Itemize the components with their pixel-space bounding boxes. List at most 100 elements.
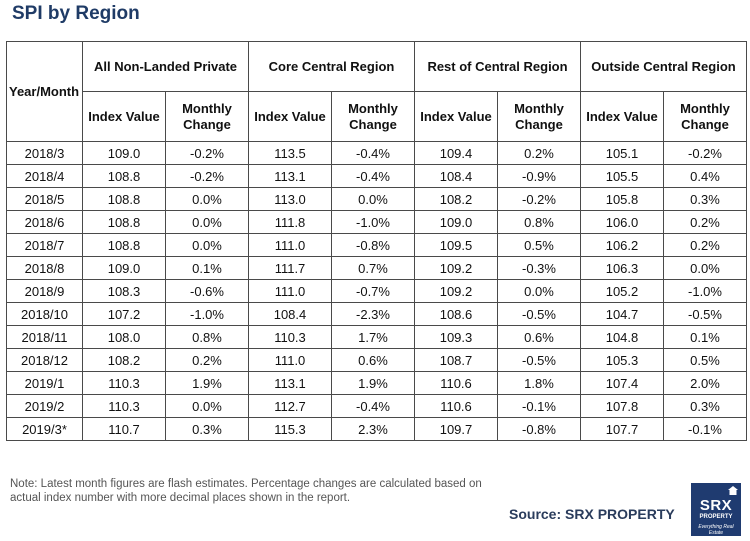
year-month-cell: 2018/11 [6, 325, 83, 349]
group-header: Core Central Region [248, 41, 415, 92]
year-month-cell: 2018/7 [6, 233, 83, 257]
year-month-cell: 2018/8 [6, 256, 83, 280]
monthly-change-cell: -0.1% [663, 417, 747, 441]
table-row: 2018/9 108.3 -0.6% 111.0 -0.7% 109.2 0.0% 105.2… [6, 279, 747, 303]
table-row: 2018/6 108.8 0.0% 111.8 -1.0% 109.0 0.8% 106.0 0… [6, 210, 747, 234]
monthly-change-cell: 0.6% [497, 325, 581, 349]
index-value-cell: 109.0 [82, 256, 166, 280]
monthly-change-cell: 1.7% [331, 325, 415, 349]
index-value-cell: 105.8 [580, 187, 664, 211]
spi-table: Year/Month All Non-Landed Private Core C… [6, 41, 747, 441]
year-month-cell: 2018/6 [6, 210, 83, 234]
monthly-change-cell: 0.4% [663, 164, 747, 188]
index-value-cell: 108.2 [414, 187, 498, 211]
monthly-change-cell: 0.0% [497, 279, 581, 303]
monthly-change-cell: -0.5% [663, 302, 747, 326]
index-value-cell: 106.2 [580, 233, 664, 257]
group-header: Rest of Central Region [414, 41, 581, 92]
monthly-change-cell: -1.0% [331, 210, 415, 234]
monthly-change-cell: 0.0% [331, 187, 415, 211]
index-value-cell: 108.8 [82, 210, 166, 234]
index-value-cell: 107.2 [82, 302, 166, 326]
index-value-cell: 109.2 [414, 256, 498, 280]
monthly-change-header: Monthly Change [165, 91, 249, 142]
monthly-change-cell: 0.7% [331, 256, 415, 280]
monthly-change-cell: -0.8% [331, 233, 415, 257]
index-value-cell: 107.4 [580, 371, 664, 395]
index-value-cell: 108.8 [82, 187, 166, 211]
index-value-cell: 110.6 [414, 371, 498, 395]
monthly-change-cell: -0.8% [497, 417, 581, 441]
index-value-cell: 105.5 [580, 164, 664, 188]
monthly-change-cell: 0.0% [165, 210, 249, 234]
table-row: 2018/7 108.8 0.0% 111.0 -0.8% 109.5 0.5% 106.2 0… [6, 233, 747, 257]
year-month-cell: 2019/1 [6, 371, 83, 395]
monthly-change-header: Monthly Change [663, 91, 747, 142]
index-value-cell: 113.1 [248, 371, 332, 395]
index-value-cell: 109.0 [414, 210, 498, 234]
monthly-change-cell: 0.5% [497, 233, 581, 257]
monthly-change-cell: 2.3% [331, 417, 415, 441]
monthly-change-cell: -0.2% [663, 141, 747, 165]
index-value-cell: 108.8 [82, 233, 166, 257]
year-month-cell: 2018/3 [6, 141, 83, 165]
index-value-cell: 111.0 [248, 233, 332, 257]
monthly-change-cell: 0.2% [663, 233, 747, 257]
index-value-cell: 109.4 [414, 141, 498, 165]
index-value-cell: 111.7 [248, 256, 332, 280]
monthly-change-cell: -0.5% [497, 302, 581, 326]
index-value-cell: 105.2 [580, 279, 664, 303]
monthly-change-cell: 0.3% [165, 417, 249, 441]
index-value-cell: 110.3 [82, 371, 166, 395]
monthly-change-cell: -0.4% [331, 394, 415, 418]
source-label: Source: SRX PROPERTY [509, 506, 675, 522]
monthly-change-cell: 0.0% [165, 394, 249, 418]
house-icon [728, 486, 738, 495]
index-value-cell: 113.1 [248, 164, 332, 188]
index-value-header: Index Value [248, 91, 332, 142]
monthly-change-cell: 0.2% [663, 210, 747, 234]
index-value-cell: 108.8 [82, 164, 166, 188]
monthly-change-cell: 0.5% [663, 348, 747, 372]
year-month-cell: 2018/5 [6, 187, 83, 211]
monthly-change-header: Monthly Change [497, 91, 581, 142]
index-value-cell: 108.3 [82, 279, 166, 303]
index-value-cell: 110.3 [248, 325, 332, 349]
index-value-cell: 108.4 [414, 164, 498, 188]
index-value-cell: 108.4 [248, 302, 332, 326]
monthly-change-cell: -0.6% [165, 279, 249, 303]
index-value-cell: 106.3 [580, 256, 664, 280]
index-value-header: Index Value [414, 91, 498, 142]
logo-sub: PROPERTY [699, 514, 733, 520]
monthly-change-cell: 1.9% [165, 371, 249, 395]
monthly-change-cell: -0.9% [497, 164, 581, 188]
logo-brand: SRX [699, 497, 733, 514]
group-header: All Non-Landed Private [82, 41, 249, 92]
index-value-cell: 104.8 [580, 325, 664, 349]
index-value-cell: 109.0 [82, 141, 166, 165]
monthly-change-cell: 0.0% [165, 187, 249, 211]
index-value-cell: 113.0 [248, 187, 332, 211]
monthly-change-cell: -0.4% [331, 141, 415, 165]
monthly-change-cell: 0.2% [497, 141, 581, 165]
index-value-cell: 107.8 [580, 394, 664, 418]
monthly-change-cell: 1.9% [331, 371, 415, 395]
table-row: 2018/12 108.2 0.2% 111.0 0.6% 108.7 -0.5% 105.3… [6, 348, 747, 372]
footnote: Note: Latest month figures are flash est… [10, 478, 482, 504]
monthly-change-cell: 0.3% [663, 187, 747, 211]
table-row: 2018/3 109.0 -0.2% 113.5 -0.4% 109.4 0.2% 105.1… [6, 141, 747, 165]
index-value-cell: 105.3 [580, 348, 664, 372]
table-row: 2018/4 108.8 -0.2% 113.1 -0.4% 108.4 -0.9% 105.… [6, 164, 747, 188]
index-value-header: Index Value [580, 91, 664, 142]
index-value-cell: 105.1 [580, 141, 664, 165]
index-value-cell: 109.2 [414, 279, 498, 303]
monthly-change-cell: -0.2% [497, 187, 581, 211]
index-value-cell: 108.7 [414, 348, 498, 372]
monthly-change-cell: 0.8% [165, 325, 249, 349]
index-value-cell: 108.0 [82, 325, 166, 349]
index-value-cell: 106.0 [580, 210, 664, 234]
monthly-change-cell: 0.1% [165, 256, 249, 280]
monthly-change-cell: -0.5% [497, 348, 581, 372]
index-value-cell: 108.2 [82, 348, 166, 372]
monthly-change-cell: -1.0% [663, 279, 747, 303]
